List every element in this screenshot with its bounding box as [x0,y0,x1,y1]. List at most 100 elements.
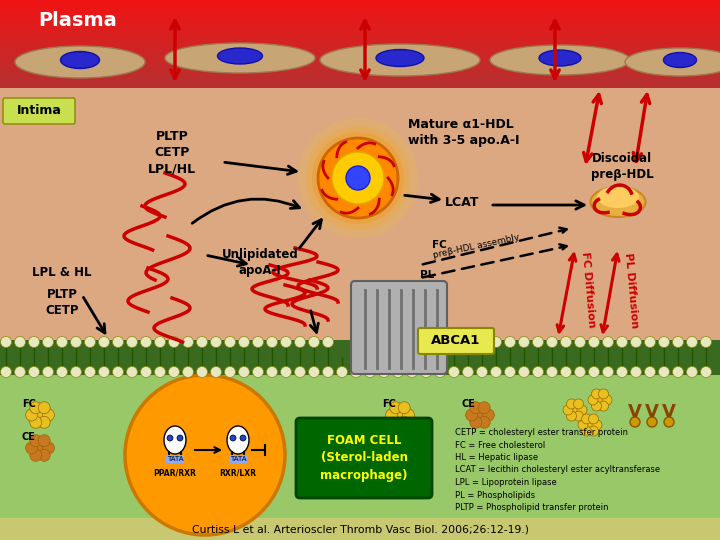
Bar [0,8,720,9]
Circle shape [567,399,577,409]
Circle shape [14,367,25,377]
Bar [0,43,720,44]
Text: Curtiss L et al. Arterioscler Thromb Vasc Biol. 2006;26:12-19.): Curtiss L et al. Arterioscler Thromb Vas… [192,524,528,534]
Circle shape [140,367,151,377]
Circle shape [578,420,588,430]
Circle shape [631,336,642,348]
Circle shape [462,336,474,348]
Circle shape [197,367,207,377]
Bar [0,66,720,67]
Circle shape [616,336,628,348]
Bar [0,88,720,89]
Circle shape [630,417,640,427]
Circle shape [294,367,305,377]
Circle shape [14,336,25,348]
Text: PL = Phospholipids: PL = Phospholipids [455,490,535,500]
Circle shape [26,442,37,454]
Circle shape [155,336,166,348]
Circle shape [294,336,305,348]
Circle shape [56,367,68,377]
Circle shape [253,336,264,348]
Circle shape [38,435,50,447]
Ellipse shape [165,43,315,73]
Circle shape [434,367,446,377]
Bar [0,83,720,84]
Circle shape [168,367,179,377]
Circle shape [308,336,320,348]
Circle shape [379,367,390,377]
Text: TATA: TATA [167,456,184,462]
Circle shape [449,336,459,348]
Bar [0,2,720,3]
Bar [0,71,720,72]
Text: ABCA1: ABCA1 [431,334,481,348]
Ellipse shape [625,48,720,76]
Circle shape [477,336,487,348]
Bar [0,3,720,4]
Text: PLTP
CETP: PLTP CETP [45,287,78,316]
Circle shape [308,367,320,377]
Bar [0,65,720,66]
Text: PPAR/RXR: PPAR/RXR [153,468,197,477]
Bar [0,81,720,82]
Circle shape [182,367,194,377]
Bar [0,59,720,60]
Circle shape [281,367,292,377]
Circle shape [336,367,348,377]
Bar [0,77,720,78]
Circle shape [672,367,683,377]
Circle shape [701,336,711,348]
Circle shape [298,118,418,238]
Circle shape [474,409,486,421]
Text: PLTP = Phospholipid transfer protein: PLTP = Phospholipid transfer protein [455,503,608,512]
Circle shape [230,435,236,441]
Bar [0,47,720,48]
Circle shape [323,367,333,377]
Circle shape [672,336,683,348]
Bar [0,11,720,12]
Circle shape [470,402,482,414]
Bar [0,7,720,8]
Circle shape [253,367,264,377]
Bar [0,74,720,75]
Text: FOAM CELL
(Sterol-laden
macrophage): FOAM CELL (Sterol-laden macrophage) [320,435,408,482]
Circle shape [533,336,544,348]
Circle shape [323,336,333,348]
Bar [0,67,720,68]
Text: FC Diffusion: FC Diffusion [580,252,597,328]
Bar [0,35,720,36]
Circle shape [577,405,587,415]
Bar [0,518,720,540]
Circle shape [210,367,222,377]
Circle shape [125,375,285,535]
Circle shape [29,367,40,377]
Bar [0,73,720,74]
Circle shape [38,402,50,414]
Circle shape [127,367,138,377]
Circle shape [240,435,246,441]
Circle shape [312,132,404,224]
Bar [0,36,720,37]
Ellipse shape [597,186,639,208]
Circle shape [42,367,53,377]
Circle shape [306,126,410,230]
Bar [0,58,720,59]
Bar [0,0,720,1]
Circle shape [701,367,711,377]
Circle shape [30,435,42,447]
Bar [0,4,720,5]
Bar [0,10,720,11]
Ellipse shape [15,46,145,78]
Bar [0,48,720,49]
Circle shape [466,409,477,421]
Circle shape [490,336,502,348]
Bar [0,5,720,6]
Bar [0,1,720,2]
Circle shape [574,399,583,409]
Bar [0,44,720,45]
Circle shape [420,367,431,377]
Bar [0,16,720,17]
Circle shape [631,367,642,377]
Circle shape [588,367,600,377]
Bar [0,76,720,77]
